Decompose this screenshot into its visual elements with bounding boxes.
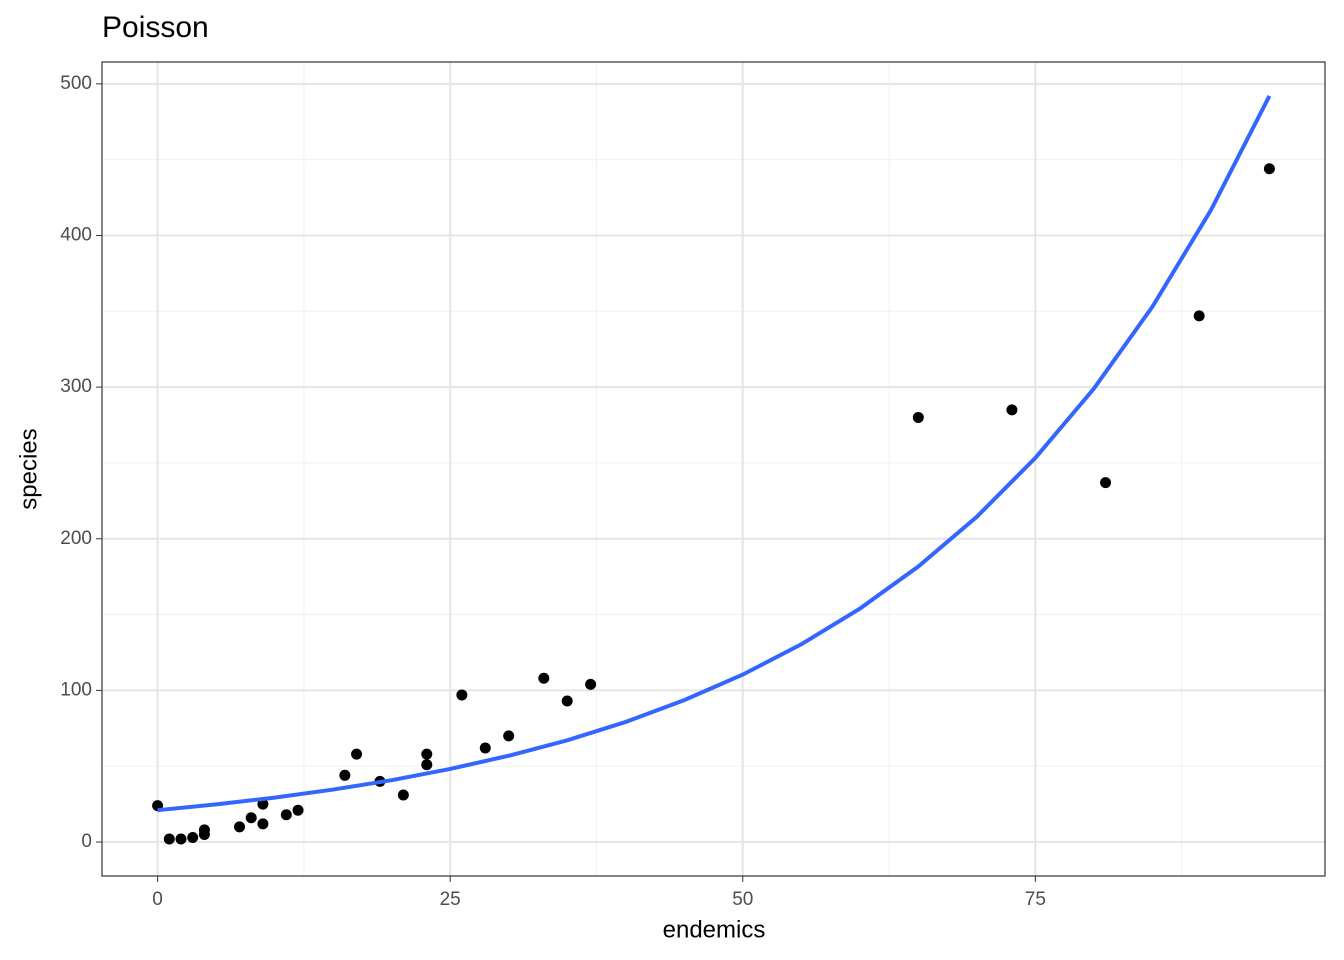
data-point [421,759,433,771]
y-tick-label: 100 [60,679,92,700]
data-point [503,730,515,742]
data-point [397,789,409,801]
data-point [280,809,292,821]
y-tick-label: 300 [60,376,92,397]
data-point [175,833,187,845]
data-point [234,821,246,833]
data-point [257,818,269,830]
data-point [421,748,433,760]
x-tick-label: 0 [152,889,163,910]
y-tick-label: 500 [60,73,92,94]
y-tick-label: 200 [60,528,92,549]
data-point [479,742,491,754]
data-point [538,672,550,684]
x-tick-label: 75 [1025,889,1046,910]
y-tick-label: 400 [60,224,92,245]
data-point [1100,477,1112,489]
data-point [561,695,573,707]
data-point [198,824,210,836]
data-point [456,689,468,701]
data-point [187,831,199,843]
data-point [339,769,351,781]
data-point [1193,310,1205,322]
data-point [912,411,924,423]
x-axis-label: endemics [663,916,766,943]
y-axis-label: species [15,428,42,509]
y-tick-label: 0 [81,831,92,852]
data-point [245,812,257,824]
data-point [585,678,597,690]
x-tick-label: 25 [440,889,461,910]
fit-line [157,95,1272,813]
data-point [1263,163,1275,175]
data-point [163,833,175,845]
data-point [292,804,304,816]
data-point [1006,404,1018,416]
data-point [351,748,363,760]
panel-border [101,61,1326,877]
chart-title: Poisson [102,11,209,44]
data-point [257,798,269,810]
x-tick-label: 50 [732,889,753,910]
